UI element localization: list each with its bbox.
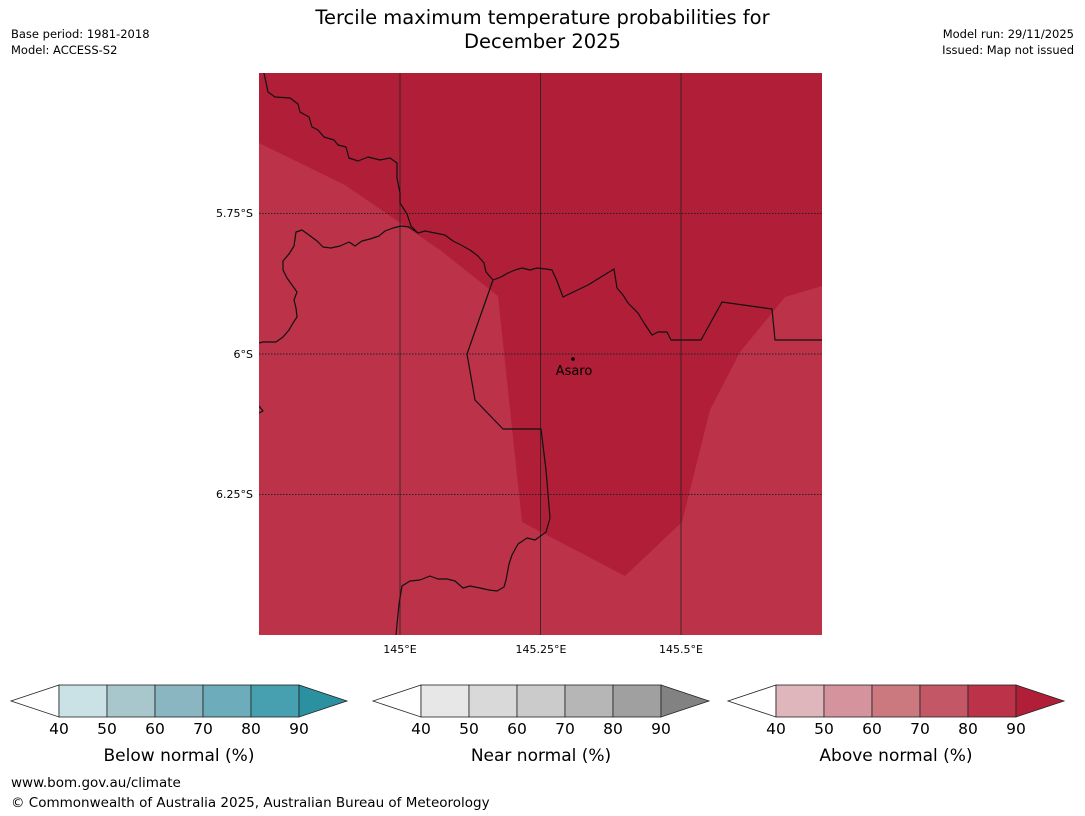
asaro-marker: [571, 357, 575, 361]
colorbar-near-normal: [371, 684, 711, 718]
colorbar-above-bin: [823, 684, 873, 718]
colorbar-above-tick: 70: [910, 720, 930, 738]
colorbar-below-bin: [250, 684, 300, 718]
colorbar-below-max-arrow: [298, 684, 349, 718]
colorbar-near-title: Near normal (%): [470, 746, 612, 766]
colorbar-above-max-arrow: [1015, 684, 1066, 718]
colorbar-near-bin: [516, 684, 566, 718]
colorbar-below-bin: [106, 684, 156, 718]
meta-right: Model run: 29/11/2025 Issued: Map not is…: [942, 26, 1074, 58]
colorbar-above-normal: [726, 684, 1066, 718]
boundary-west-stub: [259, 405, 264, 414]
colorbar-below-bin: [58, 684, 108, 718]
parallels: [259, 213, 822, 495]
lon-label-145-25e: 145.25°E: [515, 643, 567, 656]
colorbar-near-bin: [468, 684, 518, 718]
colorbar-above-tick: 40: [766, 720, 786, 738]
colorbar-near-max-arrow: [660, 684, 711, 718]
colorbar-below-tick: 80: [241, 720, 261, 738]
province-boundaries: [259, 73, 822, 635]
colorbar-above-tick: 50: [814, 720, 834, 738]
model-name: Model: ACCESS-S2: [11, 43, 118, 57]
map-title: Tercile maximum temperature probabilitie…: [240, 6, 845, 54]
lat-label-6-25s: 6.25°S: [216, 488, 253, 501]
colorbar-above-min-arrow: [726, 684, 777, 718]
colorbar-above-bin: [775, 684, 825, 718]
base-period: Base period: 1981-2018: [11, 27, 150, 41]
meta-left: Base period: 1981-2018 Model: ACCESS-S2: [11, 26, 150, 58]
colorbar-below-title: Below normal (%): [103, 746, 255, 766]
colorbar-below-normal: [9, 684, 349, 718]
boundary-south: [395, 279, 551, 635]
place-label-asaro: Asaro: [555, 364, 593, 379]
colorbar-near-bin: [420, 684, 470, 718]
colorbar-below-bin: [202, 684, 252, 718]
colorbar-below-tick: 60: [145, 720, 165, 738]
model-run: Model run: 29/11/2025: [942, 27, 1074, 41]
issued-status: Issued: Map not issued: [942, 43, 1074, 57]
colorbar-above-title: Above normal (%): [819, 746, 973, 766]
boundary-central: [259, 225, 822, 344]
lon-label-145e: 145°E: [383, 643, 417, 656]
colorbar-near-tick: 50: [459, 720, 479, 738]
colorbar-near-bin: [612, 684, 662, 718]
colorbar-near-tick: 70: [555, 720, 575, 738]
colorbar-near-min-arrow: [371, 684, 422, 718]
footer-copyright: © Commonwealth of Australia 2025, Austra…: [11, 795, 490, 811]
lat-label-6s: 6°S: [233, 348, 253, 361]
colorbar-above-tick: 80: [958, 720, 978, 738]
colorbar-above-bin: [871, 684, 921, 718]
colorbar-near-tick: 90: [651, 720, 671, 738]
title-line-1: Tercile maximum temperature probabilitie…: [315, 6, 770, 29]
colorbar-above-tick: 60: [862, 720, 882, 738]
colorbar-above-bin: [967, 684, 1017, 718]
footer-url: www.bom.gov.au/climate: [11, 775, 181, 791]
colorbar-below-tick: 40: [49, 720, 69, 738]
colorbar-below-bin: [154, 684, 204, 718]
title-line-2: December 2025: [464, 30, 621, 53]
colorbar-below-min-arrow: [9, 684, 60, 718]
colorbar-near-tick: 60: [507, 720, 527, 738]
colorbar-near-bin: [564, 684, 614, 718]
colorbar-near-tick: 80: [603, 720, 623, 738]
colorbar-below-tick: 50: [97, 720, 117, 738]
colorbar-near-tick: 40: [411, 720, 431, 738]
lat-label-5-75s: 5.75°S: [216, 207, 253, 220]
colorbar-above-tick: 90: [1006, 720, 1026, 738]
colorbar-below-tick: 90: [289, 720, 309, 738]
lon-label-145-5e: 145.5°E: [659, 643, 703, 656]
boundary-north: [263, 73, 419, 234]
colorbar-above-bin: [919, 684, 969, 718]
colorbar-below-tick: 70: [193, 720, 213, 738]
